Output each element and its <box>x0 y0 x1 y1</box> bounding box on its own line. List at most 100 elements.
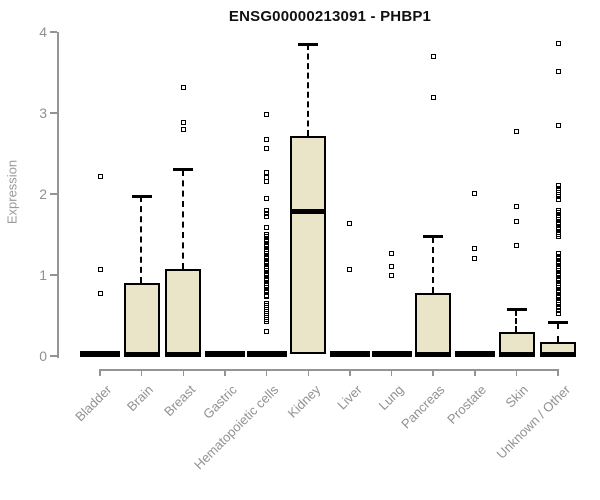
outlier-point <box>389 272 395 278</box>
whisker-cap <box>423 235 444 239</box>
whisker <box>140 196 143 284</box>
outlier-point <box>555 250 561 256</box>
x-tick <box>307 370 309 376</box>
outlier-point <box>97 266 103 272</box>
collapsed-box <box>246 351 287 358</box>
outlier-point <box>555 308 561 314</box>
whisker-cap <box>131 194 152 198</box>
outlier-point <box>555 253 561 259</box>
median-line <box>540 351 577 357</box>
outlier-point <box>555 207 561 213</box>
x-tick-label: Lung <box>375 382 407 414</box>
outlier-point <box>555 182 561 188</box>
whisker <box>431 236 434 293</box>
x-tick <box>140 370 143 376</box>
whisker-cap <box>298 42 319 46</box>
y-tick-label: 2 <box>39 186 47 202</box>
outlier-point <box>264 146 270 152</box>
x-tick <box>265 370 268 376</box>
outlier-point <box>264 306 270 312</box>
outlier-point <box>514 203 519 209</box>
x-tick-label: Bladder <box>72 382 115 425</box>
collapsed-box <box>454 351 495 358</box>
y-tick-label: 4 <box>39 24 47 40</box>
outlier-point <box>264 207 270 213</box>
y-tick-label: 3 <box>39 105 47 121</box>
outlier-point <box>389 251 395 257</box>
outlier-point <box>264 314 270 320</box>
outlier-point <box>180 126 186 132</box>
collapsed-box <box>204 351 245 358</box>
collapsed-box <box>329 351 370 358</box>
outlier-point <box>264 169 270 175</box>
outlier-point <box>97 174 103 180</box>
outlier-point <box>472 245 478 251</box>
x-axis <box>99 369 560 371</box>
outlier-point <box>555 191 561 197</box>
box <box>165 268 202 356</box>
outlier-point <box>264 175 270 181</box>
y-tick <box>50 112 57 114</box>
outlier-point <box>514 129 519 135</box>
y-tick <box>50 193 57 195</box>
outlier-point <box>264 137 270 143</box>
outlier-point <box>555 122 561 128</box>
y-tick <box>50 355 57 357</box>
outlier-point <box>264 300 270 306</box>
median-line <box>415 351 452 357</box>
whisker <box>182 169 185 269</box>
x-tick-label: Gastric <box>199 382 240 422</box>
outlier-point <box>264 112 270 118</box>
x-tick-label: Prostate <box>444 382 490 427</box>
outlier-point <box>97 291 103 297</box>
y-tick <box>50 31 57 33</box>
box <box>290 135 327 355</box>
outlier-point <box>264 210 270 216</box>
outlier-point <box>264 224 270 230</box>
x-tick <box>474 370 476 376</box>
box <box>415 292 452 356</box>
collapsed-box <box>371 351 412 358</box>
outlier-point <box>472 190 478 196</box>
x-tick <box>224 370 226 376</box>
median-line <box>498 351 535 357</box>
x-tick <box>99 370 101 376</box>
x-tick-label: Skin <box>502 382 532 411</box>
outlier-point <box>555 197 561 203</box>
median-line <box>165 351 202 357</box>
y-tick <box>50 274 57 276</box>
chart-title: ENSG00000213091 - PHBP1 <box>228 8 432 25</box>
x-tick <box>182 370 185 376</box>
outlier-point <box>555 185 561 191</box>
outlier-point <box>514 219 519 225</box>
y-tick-label: 1 <box>39 267 47 283</box>
outlier-point <box>180 120 186 126</box>
whisker-cap <box>506 308 527 312</box>
y-tick-label: 0 <box>39 348 47 364</box>
whisker-cap <box>548 321 569 325</box>
outlier-point <box>264 329 270 335</box>
whisker <box>556 322 559 343</box>
outlier-point <box>555 69 561 75</box>
outlier-point <box>389 264 395 270</box>
outlier-point <box>472 256 478 262</box>
x-tick-label: Breast <box>160 382 198 420</box>
outlier-point <box>347 266 353 272</box>
x-tick-label: Pancreas <box>398 382 448 432</box>
whisker <box>307 44 309 136</box>
median-line <box>123 351 160 357</box>
x-tick-label: Liver <box>333 382 365 413</box>
outlier-point <box>180 85 186 91</box>
x-tick <box>432 370 434 376</box>
x-tick-label: Kidney <box>284 382 323 421</box>
whisker <box>515 309 518 332</box>
outlier-point <box>430 95 436 101</box>
outlier-point <box>264 195 270 201</box>
collapsed-box <box>80 351 120 358</box>
outlier-point <box>430 53 436 59</box>
outlier-point <box>347 221 353 227</box>
x-tick <box>349 370 351 376</box>
x-tick <box>515 370 518 376</box>
x-tick-label: Unknown / Other <box>493 382 573 462</box>
